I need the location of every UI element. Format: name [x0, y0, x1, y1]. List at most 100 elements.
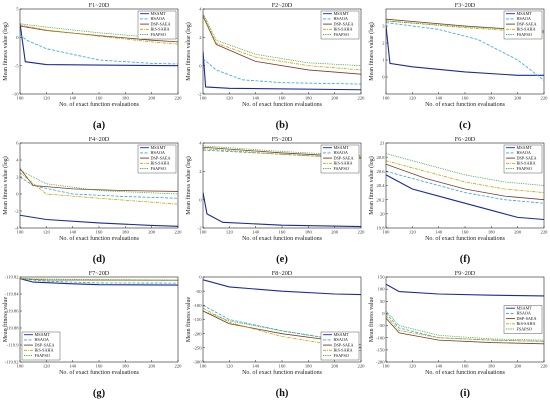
series-line-hsaoa — [20, 176, 178, 199]
x-tick-label: 180 — [488, 96, 496, 101]
legend-entry: DSP-SAEA — [151, 21, 171, 26]
panel-title: F5~20D — [272, 136, 293, 143]
y-tick-label: 150 — [378, 275, 386, 280]
panel-caption: (a) — [93, 120, 106, 131]
x-tick-label: 100 — [200, 96, 208, 101]
series-line-bis-saha — [20, 278, 178, 281]
legend-entry: MSAMT — [35, 332, 51, 337]
y-tick-label: 100 — [378, 287, 386, 292]
y-tick-label: 50 — [380, 299, 385, 304]
y-tick-label: 0 — [382, 311, 385, 316]
legend-entry: DSP-SAEA — [334, 155, 354, 160]
legend-entry: FSAPSO — [151, 32, 166, 37]
panel-title: F6~20D — [455, 136, 476, 143]
y-tick-label: -200 — [193, 331, 202, 336]
x-axis-label: No. of exact function evaluations — [425, 369, 505, 376]
y-tick-label: -5 — [15, 63, 20, 68]
series-line-bis-saha — [20, 24, 178, 45]
chart-panel-3: F3~20D 100 120 140 160 180 200 220 0 1 2 3 No. of ex… — [368, 2, 548, 131]
x-tick-label: 220 — [175, 96, 183, 101]
y-tick-label: 4 — [199, 7, 202, 12]
legend-entry: HSAOA — [35, 337, 49, 342]
y-tick-label: 21 — [380, 141, 385, 146]
series-line-hsaoa — [386, 22, 544, 81]
x-tick-label: 220 — [358, 230, 366, 235]
y-tick-label: -2 — [15, 209, 20, 214]
y-tick-label: -2 — [198, 226, 203, 231]
chart-panel-5: F5~20D 100 120 140 160 180 200 220 -2 0 2 4 No. of e… — [185, 136, 365, 265]
x-tick-label: 100 — [17, 96, 25, 101]
y-tick-label: 20.6 — [376, 169, 385, 174]
x-tick-label: 180 — [305, 96, 313, 101]
legend-entry: FSAPSO — [334, 353, 349, 358]
series-line-bis-saha — [203, 14, 361, 71]
chart-panel-7: F7~20D 100 120 140 160 180 200 220 -119.82 -119.8… — [2, 270, 182, 399]
chart-panel-8: F8~20D 100 120 140 160 180 200 220 -300 -250 -200 -… — [185, 270, 365, 399]
x-tick-label: 180 — [122, 96, 130, 101]
series-line-fsapso — [386, 310, 544, 341]
y-axis-label: Mean fitness value — [185, 297, 192, 343]
series-line-dsp-saea — [20, 25, 178, 43]
x-tick-label: 140 — [69, 364, 77, 369]
series-lines — [20, 168, 178, 227]
x-tick-label: 140 — [252, 96, 260, 101]
x-tick-label: 140 — [435, 364, 443, 369]
series-line-bis-saha — [203, 148, 361, 159]
series-line-msamt — [386, 283, 544, 297]
x-tick-label: 180 — [488, 364, 496, 369]
y-tick-label: -10 — [12, 92, 19, 97]
series-line-hsaoa — [203, 58, 361, 85]
x-tick-label: 200 — [331, 230, 339, 235]
series-line-hsaoa — [20, 278, 178, 284]
series-lines — [20, 278, 178, 286]
x-axis-label: No. of exact function evaluations — [242, 101, 322, 108]
panel-caption: (i) — [460, 388, 470, 399]
x-tick-label: 140 — [252, 230, 260, 235]
legend-entry: MSAMT — [517, 306, 533, 311]
y-tick-label: -119.88 — [5, 326, 20, 331]
y-tick-label: -2 — [198, 92, 203, 97]
series-line-hsaoa — [20, 34, 178, 65]
x-tick-label: 120 — [43, 364, 51, 369]
legend-entry: DSP-SAEA — [334, 342, 354, 347]
y-tick-label: 2 — [382, 41, 385, 46]
x-tick-label: 100 — [383, 230, 391, 235]
legend-entry: DSP-SAEA — [517, 21, 537, 26]
legend-entry: HSAOA — [151, 150, 165, 155]
y-tick-label: 0 — [199, 197, 202, 202]
y-tick-label: 0 — [199, 275, 202, 280]
y-tick-label: -100 — [193, 303, 202, 308]
legend-entry: HSAOA — [151, 16, 165, 21]
legend-entry: MSAMT — [334, 332, 350, 337]
y-tick-label: 2 — [199, 35, 202, 40]
y-tick-label: -50 — [378, 323, 385, 328]
series-line-fsapso — [20, 169, 178, 195]
legend-entry: DSP-SAEA — [151, 155, 171, 160]
x-axis-label: No. of exact function evaluations — [59, 101, 139, 108]
y-tick-label: -100 — [376, 335, 385, 340]
series-line-fsapso — [20, 278, 178, 281]
y-tick-label: -119.82 — [5, 275, 20, 280]
y-tick-label: 19.8 — [376, 226, 385, 231]
series-line-hsaoa — [386, 170, 544, 204]
x-tick-label: 140 — [69, 96, 77, 101]
series-line-fsapso — [203, 13, 361, 67]
x-axis-label: No. of exact function evaluations — [425, 101, 505, 108]
x-tick-label: 200 — [148, 364, 156, 369]
legend-entry: BiS-SAHA — [334, 161, 353, 166]
legend-entry: MSAMT — [151, 145, 167, 150]
x-tick-label: 220 — [541, 230, 549, 235]
chart-panel-1: F1~20D 100 120 140 160 180 200 220 -10 -5 0 5 No. of… — [2, 2, 182, 131]
y-tick-label: 20.2 — [376, 197, 385, 202]
x-tick-label: 220 — [541, 364, 549, 369]
y-axis-label: Mean fitness value (log) — [185, 156, 192, 214]
y-tick-label: -250 — [193, 345, 202, 350]
series-line-fsapso — [386, 153, 544, 186]
legend-entry: BiS-SAHA — [35, 348, 54, 353]
legend-entry: BiS-SAHA — [517, 161, 536, 166]
series-line-bis-saha — [386, 315, 544, 342]
y-tick-label: 20 — [380, 211, 385, 216]
y-tick-label: -300 — [193, 360, 202, 365]
